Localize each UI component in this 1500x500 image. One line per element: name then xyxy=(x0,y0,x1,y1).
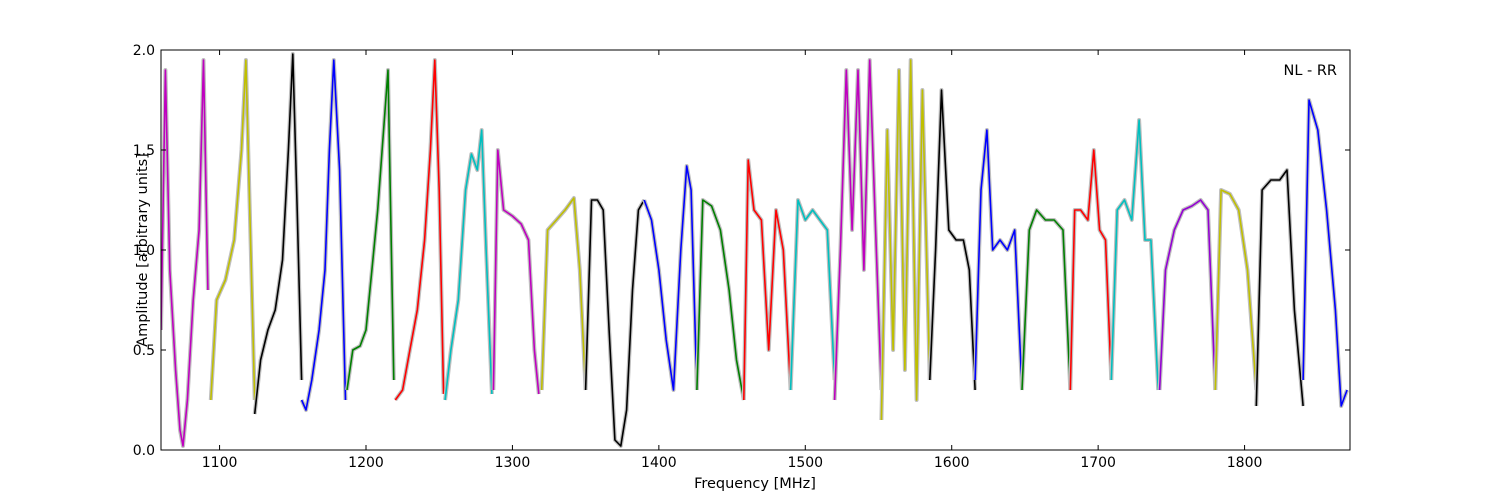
band-22-trace xyxy=(1158,199,1217,391)
x-axis-label: Frequency [MHz] xyxy=(694,476,816,492)
band-2-trace xyxy=(210,59,256,401)
band-3-trace xyxy=(253,53,303,415)
x-tick-label: 1600 xyxy=(934,455,970,471)
x-tick-label: 1300 xyxy=(495,455,531,471)
y-axis-label: Amplitude [arbitrary units] xyxy=(135,153,151,347)
x-tick-label: 1200 xyxy=(348,455,384,471)
axis-ticks: 1100 1200 1300 1400 1500 1600 1700 1800 0.0 0.5 1.… xyxy=(133,43,1350,471)
band-11-trace xyxy=(643,165,698,391)
band-14-trace xyxy=(789,199,836,391)
band-19-trace xyxy=(1021,209,1072,391)
baseline-annotation: NL - RR xyxy=(1283,63,1337,79)
x-tick-label: 1400 xyxy=(641,455,677,471)
x-tick-label: 1100 xyxy=(202,455,238,471)
band-21-trace xyxy=(1110,119,1159,391)
x-tick-label: 1800 xyxy=(1227,455,1263,471)
band-12-trace xyxy=(696,199,745,401)
band-15-trace xyxy=(833,59,883,401)
y-tick-label: 1.0 xyxy=(133,243,155,259)
band-10-trace xyxy=(584,199,645,447)
x-tick-label: 1700 xyxy=(1080,455,1116,471)
band-25-trace xyxy=(1302,99,1348,407)
band-4-trace xyxy=(300,59,347,411)
band-18-trace xyxy=(974,129,1023,391)
band-13-trace xyxy=(743,159,792,401)
y-tick-label: 2.0 xyxy=(133,43,155,59)
band-20-trace xyxy=(1069,149,1113,391)
band-1-trace xyxy=(161,59,209,447)
band-8-trace xyxy=(492,149,540,395)
band-6-trace xyxy=(394,59,445,401)
band-5-trace xyxy=(346,69,395,391)
y-tick-label: 1.5 xyxy=(133,143,155,159)
band-17-trace xyxy=(929,89,976,391)
band-23-trace xyxy=(1214,189,1258,391)
y-tick-label: 0.5 xyxy=(133,343,155,359)
band-24-trace xyxy=(1255,169,1304,407)
band-16-trace xyxy=(880,59,931,421)
y-tick-label: 0.0 xyxy=(133,443,155,459)
band-9-trace xyxy=(540,197,587,391)
band-7-trace xyxy=(444,129,493,401)
x-tick-label: 1500 xyxy=(787,455,823,471)
plot-area xyxy=(161,52,1349,448)
